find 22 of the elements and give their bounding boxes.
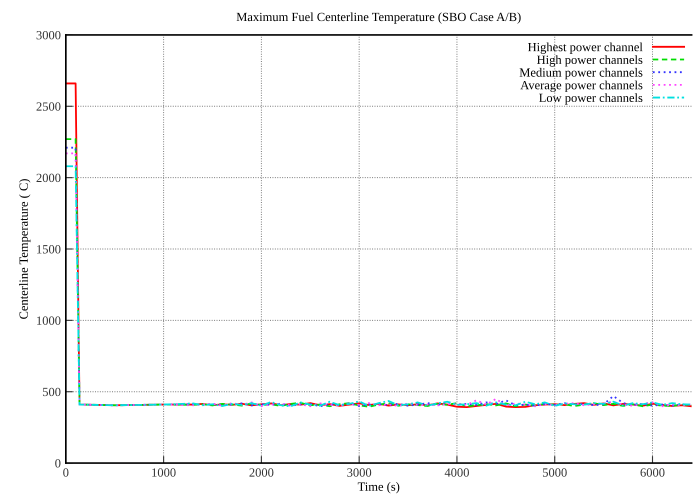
y-tick-label: 0 <box>55 459 60 468</box>
x-tick-label: 2000 <box>249 468 274 477</box>
legend-label: Medium power channels <box>520 68 642 80</box>
y-tick-label: 1500 <box>37 245 60 254</box>
x-tick-label: 4000 <box>444 468 469 477</box>
legend-label: Average power channels <box>520 80 642 92</box>
chart-title: Maximum Fuel Centerline Temperature (SBO Case A/B) <box>236 12 521 24</box>
y-axis-title: Centerline Temperature ( C) <box>19 179 30 319</box>
legend-label: Highest power channel <box>528 42 643 54</box>
y-tick-label: 2500 <box>36 102 60 111</box>
x-tick-label: 5000 <box>542 468 567 477</box>
y-tick-label: 2000 <box>36 174 60 182</box>
x-tick-label: 6000 <box>640 468 665 477</box>
legend-label: Low power channels <box>539 93 642 105</box>
x-tick-label: 1000 <box>152 468 176 477</box>
x-axis-title: Time (s) <box>358 482 400 494</box>
y-tick-label: 1000 <box>37 316 60 325</box>
legend-label: High power channels <box>537 55 642 67</box>
y-tick-label: 3000 <box>36 30 60 40</box>
y-tick-label: 500 <box>42 388 60 396</box>
x-tick-label: 3000 <box>347 468 372 477</box>
x-tick-label: 0 <box>63 468 68 477</box>
